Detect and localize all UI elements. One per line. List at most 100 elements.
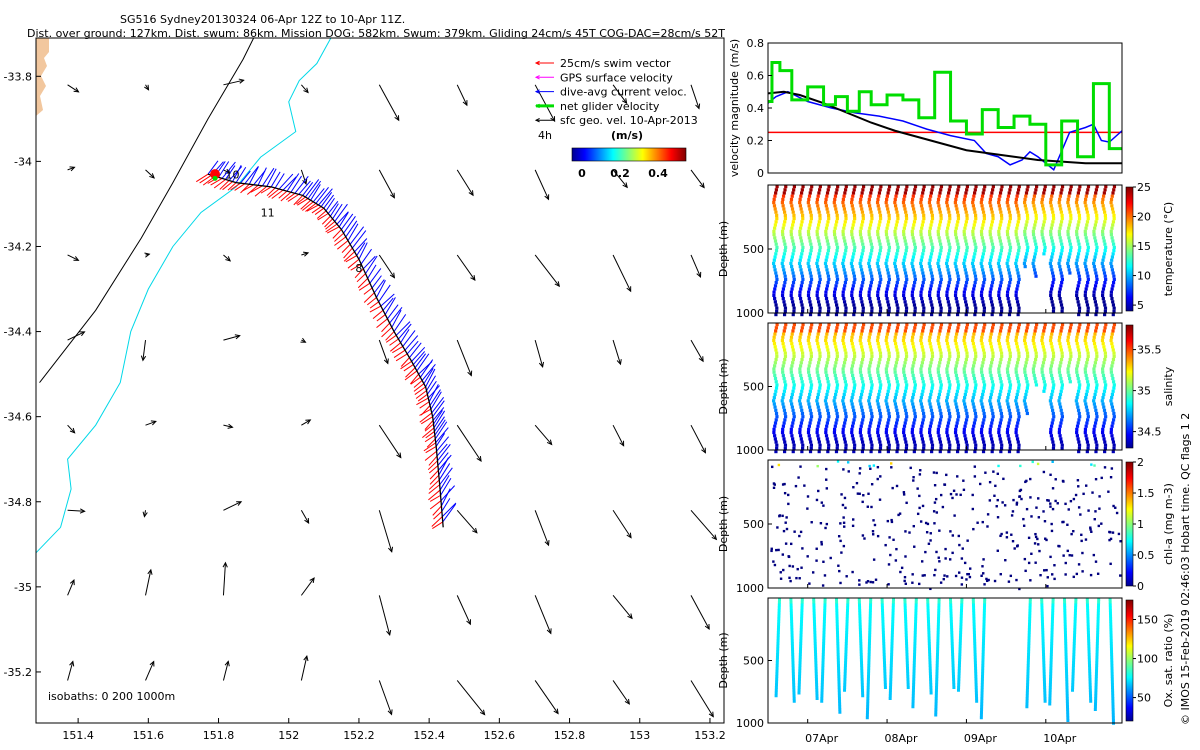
salinity-point bbox=[1076, 332, 1080, 336]
temperature-point bbox=[1043, 249, 1047, 253]
temperature-point bbox=[1008, 306, 1012, 310]
salinity-point bbox=[981, 329, 985, 333]
chl-point bbox=[787, 555, 791, 559]
salinity-point bbox=[893, 427, 897, 431]
salinity-point bbox=[1101, 434, 1105, 438]
temperature-point bbox=[1023, 265, 1027, 269]
oxygen-point bbox=[1063, 606, 1067, 610]
salinity-point bbox=[1103, 326, 1107, 330]
temperature-point bbox=[964, 242, 969, 246]
oxygen-point bbox=[776, 642, 780, 645]
temperature-point bbox=[1000, 217, 1004, 221]
oxygen-point bbox=[792, 683, 796, 687]
temperature-point bbox=[1016, 313, 1020, 317]
temperature-point bbox=[919, 204, 924, 208]
salinity-point bbox=[912, 376, 916, 381]
temperature-point bbox=[1086, 306, 1090, 310]
salinity-point bbox=[860, 389, 864, 393]
temperature-point bbox=[834, 207, 838, 211]
salinity-point bbox=[870, 323, 874, 327]
salinity-point bbox=[1014, 396, 1019, 400]
oxygen-point bbox=[814, 675, 818, 678]
oxygen-point bbox=[867, 658, 871, 662]
temperature-point bbox=[852, 220, 856, 224]
temperature-point bbox=[903, 255, 907, 259]
oxygen-point bbox=[823, 609, 827, 612]
temperature-point bbox=[972, 191, 977, 195]
temperature-point bbox=[1102, 271, 1107, 275]
oxygen-point bbox=[835, 598, 838, 601]
temperature-point bbox=[1015, 297, 1019, 301]
oxygen-point bbox=[776, 628, 780, 632]
swim-vector bbox=[369, 305, 382, 313]
temperature-point bbox=[920, 236, 924, 240]
temperature-point bbox=[1006, 236, 1010, 240]
temperature-point bbox=[980, 290, 984, 294]
salinity-point bbox=[844, 323, 848, 327]
swim-vector bbox=[385, 334, 397, 343]
salinity-point bbox=[859, 335, 863, 339]
salinity-point bbox=[1084, 332, 1088, 336]
temperature-point bbox=[1033, 223, 1037, 227]
salinity-point bbox=[1101, 373, 1106, 377]
salinity-point bbox=[1051, 326, 1055, 330]
oxygen-point bbox=[823, 611, 827, 615]
temperature-point bbox=[998, 239, 1002, 243]
oxygen-point bbox=[951, 658, 955, 662]
salinity-point bbox=[861, 326, 865, 330]
oxygen-point bbox=[881, 633, 885, 637]
temperature-point bbox=[919, 229, 923, 233]
oxygen-point bbox=[927, 636, 931, 640]
temperature-point bbox=[775, 217, 779, 221]
temperature-point bbox=[938, 191, 942, 195]
temperature-point bbox=[954, 290, 958, 294]
temperature-point bbox=[886, 207, 890, 211]
salinity-point bbox=[783, 351, 787, 355]
temperature-point bbox=[1007, 239, 1011, 243]
temperature-point bbox=[1023, 197, 1027, 201]
temperature-point bbox=[826, 188, 830, 192]
salinity-point bbox=[1102, 408, 1107, 412]
oxygen-point bbox=[1025, 691, 1029, 695]
temperature-point bbox=[930, 303, 934, 307]
oxygen-point bbox=[776, 631, 780, 634]
salinity-point bbox=[1103, 411, 1107, 416]
salinity-point bbox=[1043, 354, 1047, 358]
oxygen-point bbox=[913, 625, 917, 629]
chl-point bbox=[1082, 492, 1085, 496]
salinity-point bbox=[832, 399, 836, 403]
temperature-point bbox=[971, 201, 975, 205]
temperature-point bbox=[868, 297, 872, 301]
temperature-point bbox=[939, 188, 943, 192]
temperature-point bbox=[1052, 185, 1056, 189]
temperature-point bbox=[1008, 309, 1012, 313]
temperature-point bbox=[910, 290, 915, 294]
temperature-point bbox=[835, 217, 839, 221]
temperature-point bbox=[1066, 204, 1071, 208]
salinity-point bbox=[954, 373, 959, 377]
oxygen-point bbox=[867, 669, 871, 673]
salinity-point bbox=[861, 415, 866, 419]
salinity-point bbox=[963, 332, 967, 336]
salinity-point bbox=[817, 380, 822, 384]
salinity-point bbox=[836, 323, 840, 327]
temperature-point bbox=[886, 223, 890, 227]
salinity-point bbox=[877, 329, 882, 333]
salinity-colorbar-label: salinity bbox=[1162, 366, 1175, 406]
oxygen-point bbox=[951, 653, 955, 656]
salinity-point bbox=[927, 367, 932, 371]
temperature-point bbox=[1112, 309, 1116, 313]
temperature-point bbox=[1075, 236, 1080, 240]
temperature-point bbox=[1083, 290, 1088, 294]
oxygen-point bbox=[858, 606, 862, 610]
temperature-point bbox=[911, 265, 915, 269]
oxygen-point bbox=[789, 603, 793, 607]
oxygen-point bbox=[882, 650, 886, 654]
salinity-point bbox=[887, 386, 891, 390]
salinity-point bbox=[972, 361, 976, 365]
temperature-point bbox=[939, 185, 944, 189]
temperature-point bbox=[921, 210, 925, 214]
temperature-point bbox=[972, 300, 976, 304]
salinity-point bbox=[938, 348, 942, 352]
salinity-point bbox=[885, 424, 889, 428]
